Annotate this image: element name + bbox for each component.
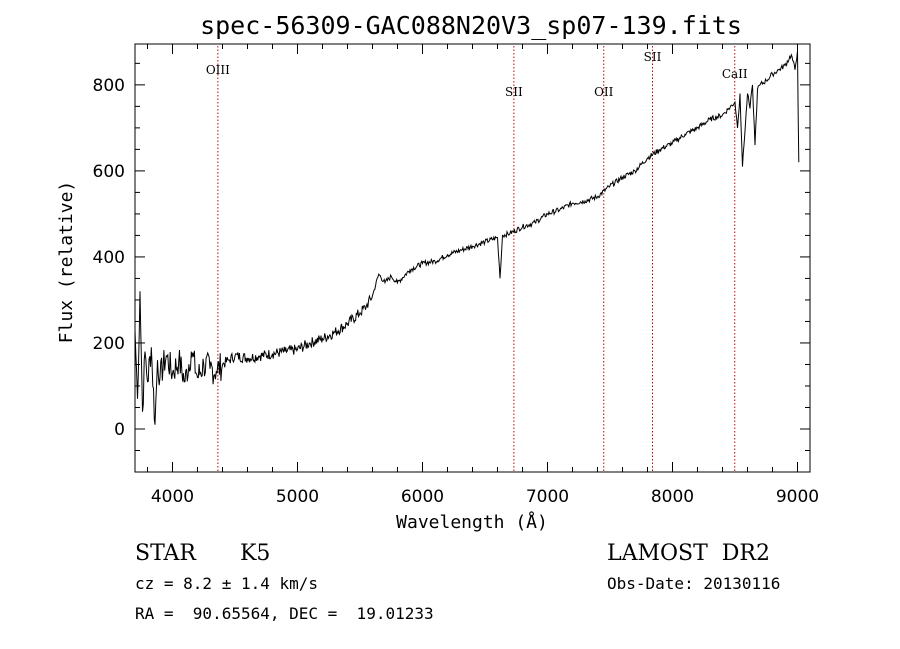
y-tick-label: 0 [114, 420, 125, 440]
coordinates: RA = 90.65564, DEC = 19.01233 [135, 604, 434, 623]
x-tick-label: 6000 [401, 487, 444, 507]
x-tick-label: 5000 [276, 487, 319, 507]
x-axis-label: Wavelength (Å) [396, 511, 548, 533]
emission-line-label: SII [505, 85, 523, 99]
y-axis-label: Flux (relative) [56, 181, 77, 344]
series-group [134, 50, 800, 425]
emission-line-label: OIII [206, 63, 230, 77]
cz-value: cz = 8.2 ± 1.4 km/s [135, 574, 318, 593]
y-tick-label: 800 [93, 76, 125, 96]
emission-line-label: SII [644, 50, 662, 64]
plot-frame [134, 43, 811, 473]
object-subclass: K5 [240, 541, 270, 566]
x-tick-label: 4000 [151, 487, 194, 507]
x-tick-label: 8000 [651, 487, 694, 507]
x-tick-label: 9000 [776, 487, 819, 507]
obs-date: Obs-Date: 20130116 [607, 574, 780, 593]
object-class: STAR [135, 541, 197, 566]
x-tick-label: 7000 [526, 487, 569, 507]
spectrum-series-line [134, 50, 800, 425]
x-axis-ticks: 4000 5000 6000 7000 8000 9000 [147, 44, 819, 507]
survey-name: LAMOST DR2 [607, 541, 770, 566]
y-tick-label: 200 [93, 334, 125, 354]
emission-line-label: OII [594, 85, 614, 99]
emission-lines: OIII SII OII SII CaII [206, 46, 748, 472]
y-axis-ticks: 0 200 400 600 800 [93, 62, 810, 473]
emission-line-label: CaII [722, 67, 748, 81]
y-tick-label: 600 [93, 162, 125, 182]
y-tick-label: 400 [93, 248, 125, 268]
chart-title: spec-56309-GAC088N20V3_sp07-139.fits [200, 11, 742, 40]
